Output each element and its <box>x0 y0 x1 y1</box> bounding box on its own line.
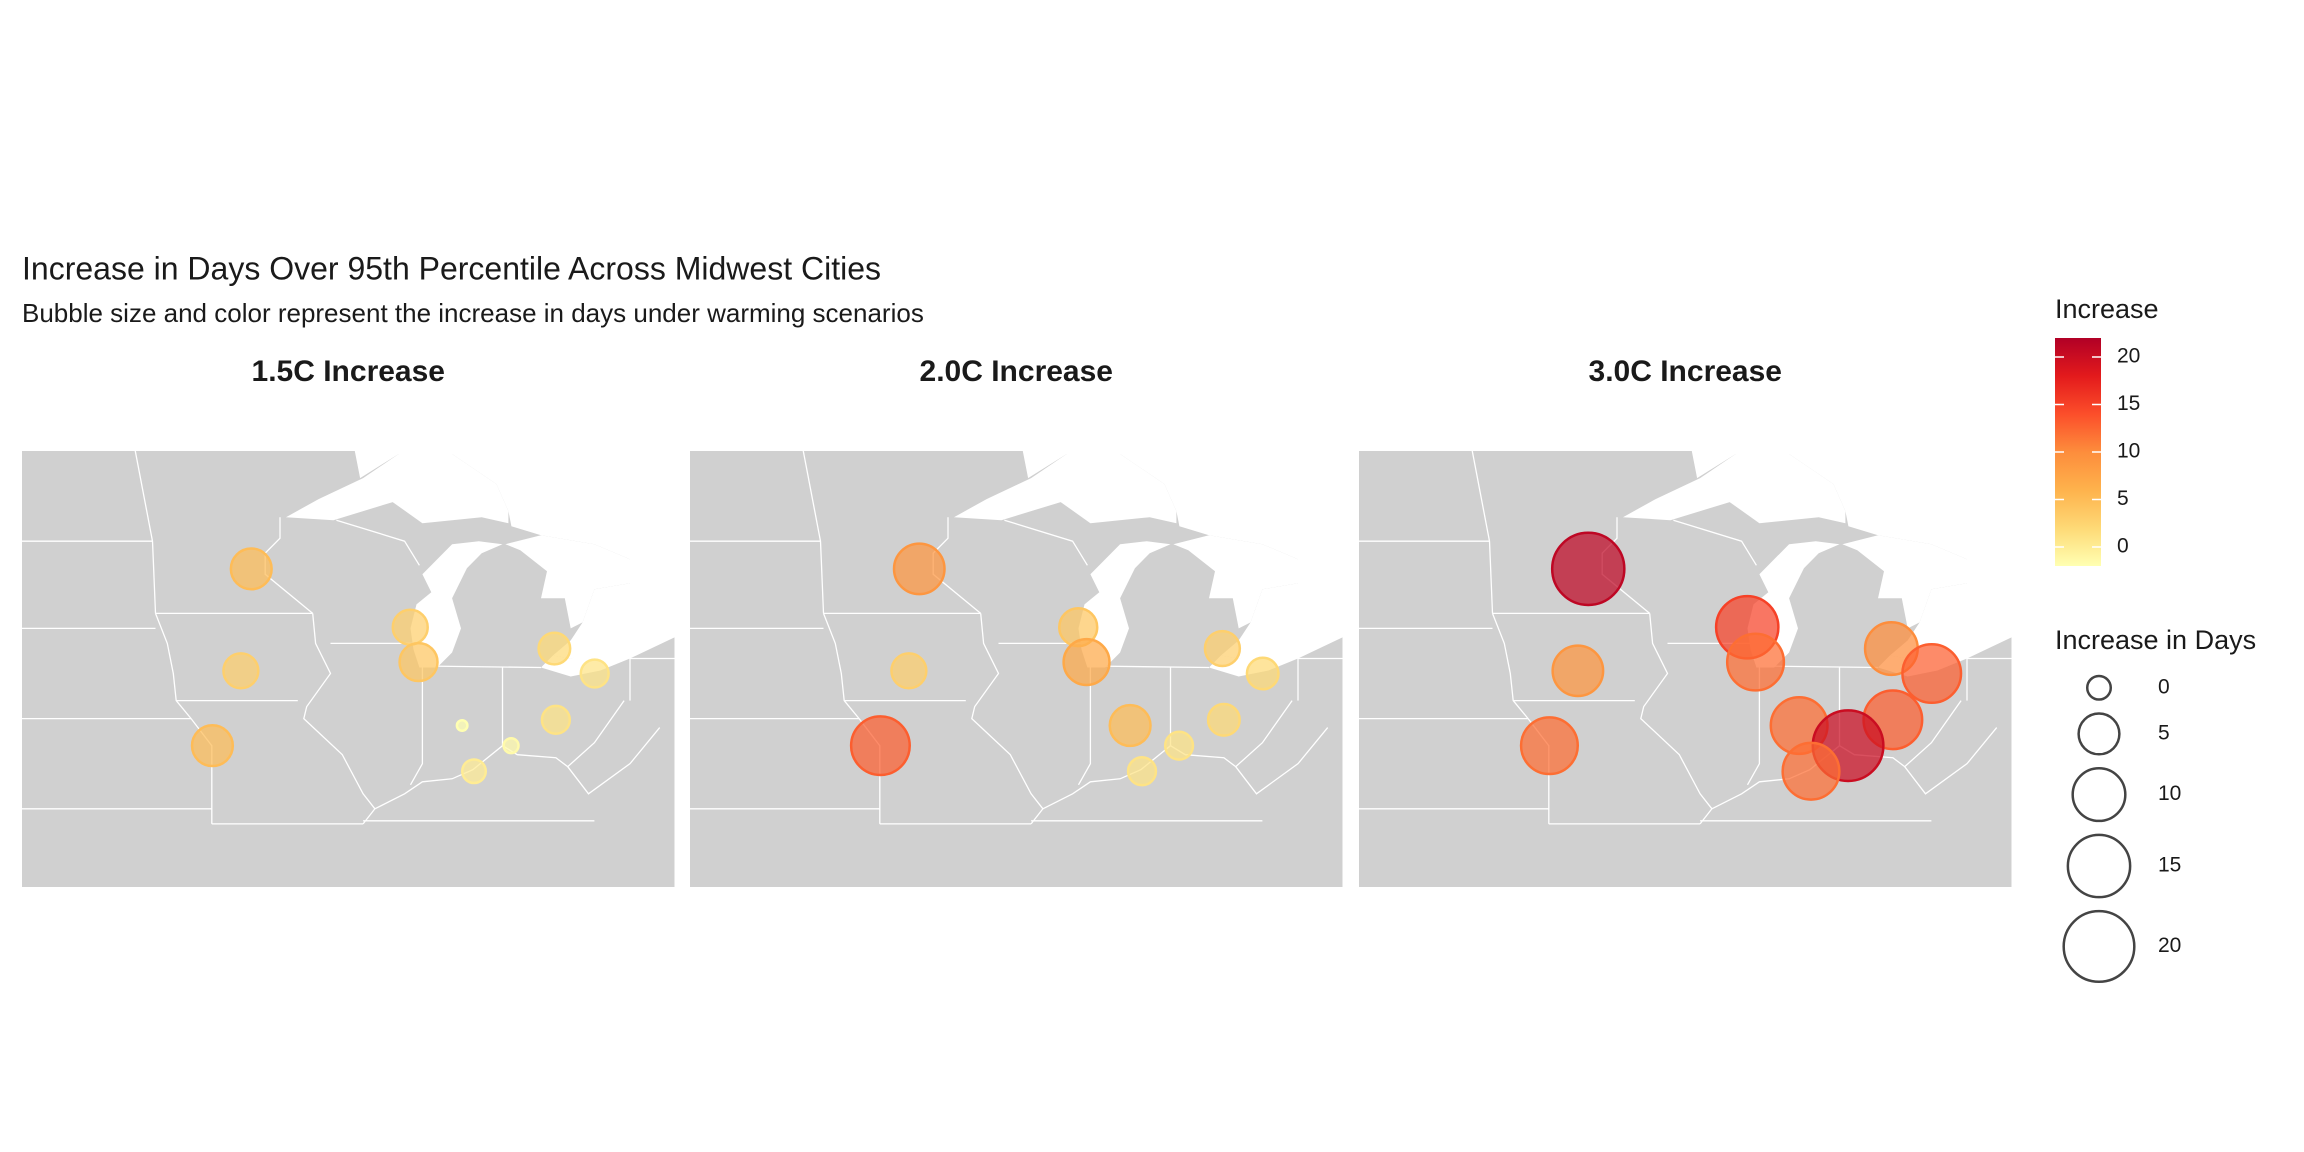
state-border <box>1235 727 1329 795</box>
lake <box>410 541 503 668</box>
size-label: 5 <box>2158 721 2170 744</box>
bubble <box>892 542 946 596</box>
state-border <box>1673 519 1757 566</box>
bubble <box>1108 703 1152 748</box>
bubble <box>1163 730 1195 761</box>
lake <box>1209 631 1343 677</box>
canada <box>354 451 675 659</box>
chart-subtitle: Bubble size and color represent the incr… <box>22 298 924 328</box>
panel-title: 2.0C Increase <box>920 355 1113 388</box>
legend-title: Increase <box>2055 294 2159 324</box>
bubble <box>460 758 488 785</box>
state-border <box>336 519 420 566</box>
lake <box>1842 535 1967 629</box>
size-label: 20 <box>2158 934 2181 957</box>
bubble <box>1519 716 1579 776</box>
bubble <box>391 608 429 646</box>
bubble <box>1901 642 1963 705</box>
size-key <box>2071 767 2127 823</box>
bubble <box>537 631 572 666</box>
size-label: 15 <box>2158 854 2181 877</box>
map-panel <box>690 451 1343 887</box>
legend-title: Increase in Days <box>2055 625 2256 655</box>
size-label: 10 <box>2158 782 2181 805</box>
bubble <box>190 724 235 768</box>
bubble <box>579 658 610 689</box>
colorbar-label: 5 <box>2117 487 2129 510</box>
state-border <box>567 727 661 795</box>
bubble <box>1062 637 1111 687</box>
bubble <box>1206 702 1241 737</box>
lake <box>1623 454 1846 524</box>
state-border <box>971 613 1044 825</box>
lake <box>286 454 509 524</box>
lake <box>505 535 630 629</box>
bubble <box>890 652 928 690</box>
size-key <box>2066 833 2132 899</box>
colorbar-label: 15 <box>2117 392 2140 415</box>
size-key <box>2085 674 2113 701</box>
bubble <box>455 719 469 733</box>
colorbar-label: 10 <box>2117 440 2140 463</box>
bubble <box>1781 741 1841 801</box>
canada <box>1022 451 1343 659</box>
lake <box>954 454 1177 524</box>
bubble <box>1203 629 1242 668</box>
colorbar-label: 20 <box>2117 345 2140 368</box>
bubble <box>540 704 572 735</box>
canada <box>1691 451 2012 659</box>
size-key <box>2077 712 2121 756</box>
state-border <box>1904 727 1998 795</box>
lake <box>541 631 675 677</box>
state-border <box>1004 519 1088 566</box>
bubble <box>849 715 911 777</box>
panel-title: 1.5C Increase <box>252 355 445 388</box>
bubble <box>229 547 273 591</box>
bubble <box>398 641 439 683</box>
bubble <box>502 736 520 755</box>
bubble <box>1245 656 1280 691</box>
lake <box>1173 535 1298 629</box>
state-border <box>409 667 424 786</box>
state-border <box>1077 667 1092 786</box>
map-panel <box>22 451 675 887</box>
bubble <box>1550 531 1626 607</box>
bubble <box>1126 756 1158 787</box>
chart-title: Increase in Days Over 95th Percentile Ac… <box>22 250 881 286</box>
bubble <box>1725 632 1786 692</box>
colorbar-label: 0 <box>2117 535 2129 558</box>
bubble <box>222 652 260 690</box>
lake <box>1078 541 1171 668</box>
size-key <box>2062 909 2136 984</box>
state-border <box>422 665 542 669</box>
panel-title: 3.0C Increase <box>1589 355 1782 388</box>
state-border <box>1640 613 1713 825</box>
size-label: 0 <box>2158 675 2170 698</box>
state-border <box>303 613 376 825</box>
state-border <box>1746 667 1761 786</box>
bubble <box>1551 644 1605 698</box>
